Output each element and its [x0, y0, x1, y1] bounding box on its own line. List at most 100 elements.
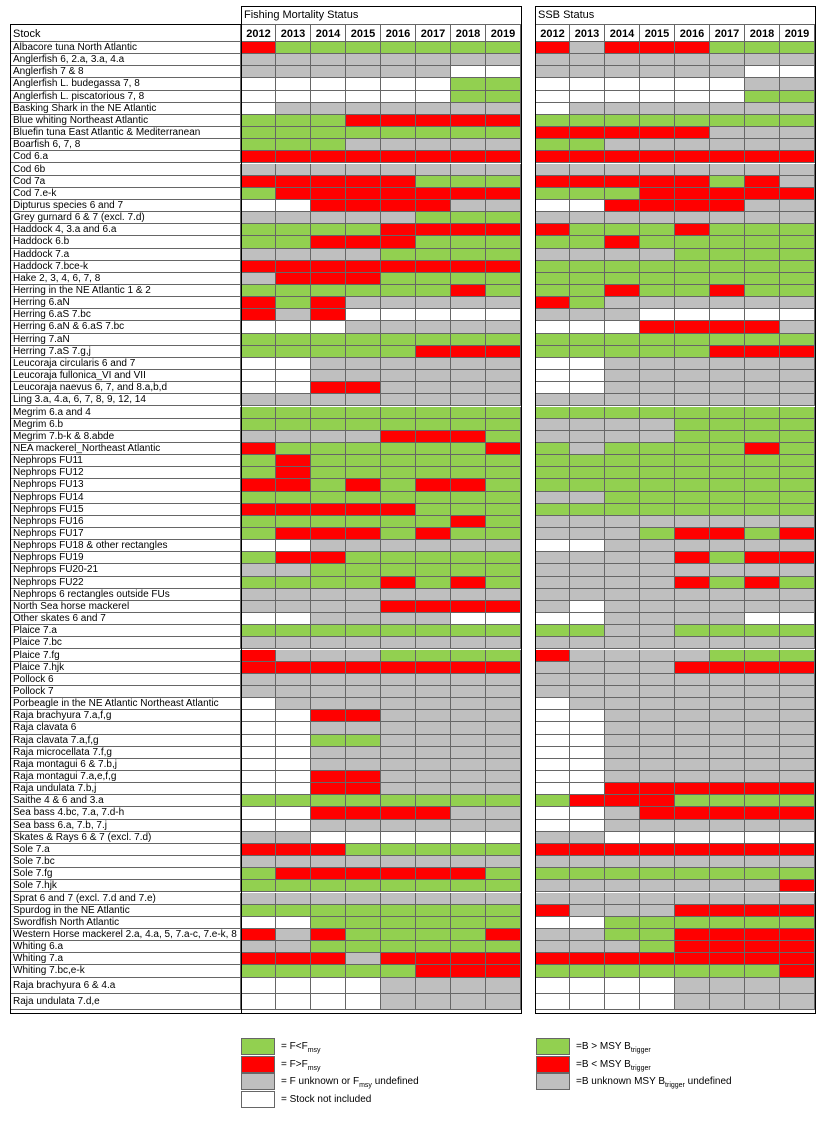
ssb-status-cell [535, 758, 570, 771]
f-status-cell [416, 993, 451, 1010]
ssb-status-cell [710, 552, 745, 565]
f-status-cell [346, 467, 381, 480]
f-status-cell [381, 114, 416, 128]
ssb-status-cell [780, 406, 815, 419]
f-status-cell [241, 576, 276, 589]
f-status-cell [416, 843, 451, 857]
f-status-cell [416, 819, 451, 832]
f-status-cell [241, 783, 276, 796]
ssb-status-cell [640, 430, 675, 443]
ssb-status-cell [640, 904, 675, 917]
ssb-status-cell [675, 503, 710, 516]
ssb-status-cell [640, 783, 675, 796]
ssb-status-cell [605, 309, 640, 322]
ssb-status-cell [745, 540, 780, 553]
f-status-cell [276, 139, 311, 152]
f-status-cell [311, 309, 346, 322]
ssb-status-cell [745, 807, 780, 820]
stock-name: Basking Shark in the NE Atlantic [10, 102, 241, 115]
ssb-status-cell [640, 114, 675, 128]
ssb-status-cell [675, 187, 710, 200]
ssb-status-cell [535, 540, 570, 553]
ssb-status-cell [605, 576, 640, 589]
f-status-cell [241, 831, 276, 844]
ssb-year-header: 2016 [675, 24, 710, 42]
legend-label: = F<Fmsy [281, 1041, 321, 1054]
f-status-cell [276, 430, 311, 443]
f-status-cell [381, 345, 416, 358]
ssb-status-cell [675, 479, 710, 492]
ssb-status-cell [745, 685, 780, 699]
ssb-status-cell [710, 831, 745, 844]
stock-name: Nephrops FU19 [10, 552, 241, 565]
f-status-cell [276, 880, 311, 893]
ssb-status-cell [780, 649, 815, 662]
ssb-status-cell [605, 382, 640, 395]
stock-name: Cod 7a [10, 175, 241, 188]
f-status-cell [346, 831, 381, 844]
f-status-cell [346, 297, 381, 310]
ssb-status-cell [570, 467, 605, 480]
ssb-status-cell [570, 856, 605, 869]
ssb-status-cell [640, 479, 675, 492]
ssb-status-cell [640, 880, 675, 893]
f-status-cell [346, 722, 381, 735]
ssb-status-cell [675, 430, 710, 443]
ssb-status-cell [640, 710, 675, 723]
ssb-status-cell [605, 515, 640, 528]
ssb-status-cell [535, 491, 570, 504]
ssb-status-cell [710, 78, 745, 91]
ssb-status-cell [640, 831, 675, 844]
ssb-status-cell [605, 698, 640, 711]
f-status-cell [451, 758, 486, 771]
ssb-status-cell [640, 272, 675, 285]
f-status-cell [486, 734, 521, 747]
f-status-cell [276, 479, 311, 492]
ssb-status-cell [745, 187, 780, 200]
ssb-status-cell [640, 576, 675, 589]
f-status-cell [381, 382, 416, 395]
ssb-legend-item: =B unknown MSY Btrigger undefined [536, 1073, 776, 1090]
ssb-status-cell [605, 564, 640, 577]
stock-name: Nephrops FU11 [10, 455, 241, 468]
f-status-cell [381, 540, 416, 553]
ssb-status-cell [605, 139, 640, 152]
ssb-year-header: 2014 [605, 24, 640, 42]
f-status-cell [381, 831, 416, 844]
ssb-status-cell [745, 637, 780, 650]
f-status-cell [451, 528, 486, 541]
f-status-cell [311, 673, 346, 686]
f-status-cell [311, 224, 346, 237]
f-status-cell [416, 758, 451, 771]
ssb-status-cell [535, 819, 570, 832]
ssb-status-cell [605, 455, 640, 468]
f-status-cell [451, 613, 486, 626]
ssb-status-cell [745, 746, 780, 759]
ssb-status-cell [675, 54, 710, 67]
f-status-cell [416, 625, 451, 638]
ssb-status-cell [605, 479, 640, 492]
ssb-status-cell [675, 406, 710, 419]
f-status-cell [416, 880, 451, 893]
f-status-cell [311, 661, 346, 674]
ssb-status-cell [745, 66, 780, 79]
f-status-cell [241, 758, 276, 771]
f-status-cell [451, 576, 486, 589]
f-status-cell [241, 928, 276, 942]
ssb-status-cell [535, 953, 570, 966]
f-status-cell [346, 78, 381, 91]
f-status-cell [276, 771, 311, 784]
ssb-status-cell [675, 892, 710, 905]
f-status-cell [451, 552, 486, 565]
f-status-cell [346, 673, 381, 686]
f-status-cell [311, 783, 346, 796]
f-status-cell [346, 649, 381, 662]
ssb-status-cell [780, 564, 815, 577]
ssb-status-cell [780, 685, 815, 699]
ssb-status-cell [780, 941, 815, 954]
ssb-status-cell [780, 540, 815, 553]
f-status-cell [346, 418, 381, 431]
f-status-cell [416, 552, 451, 565]
ssb-status-cell [710, 771, 745, 784]
ssb-status-cell [780, 102, 815, 115]
